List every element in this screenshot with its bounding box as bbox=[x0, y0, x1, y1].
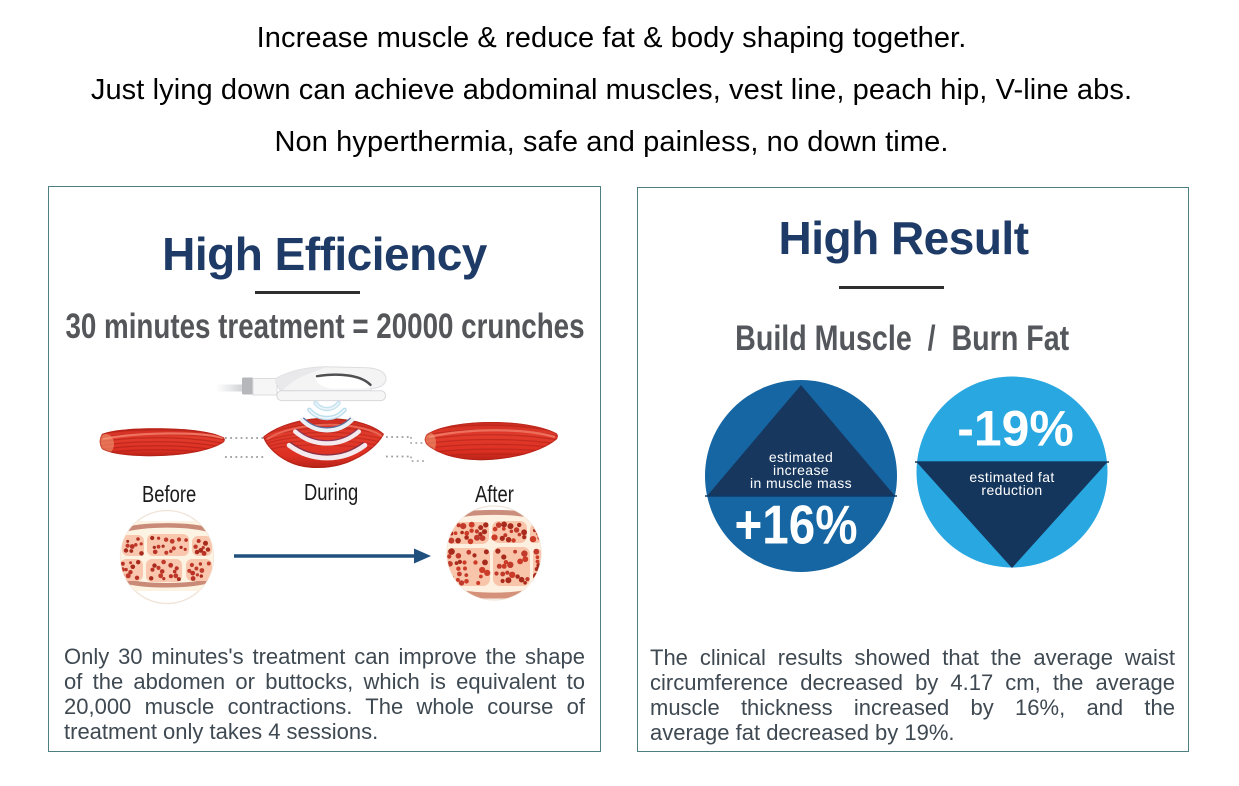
svg-text:increase: increase bbox=[773, 462, 829, 478]
svg-text:estimated: estimated bbox=[769, 449, 833, 465]
svg-text:reduction: reduction bbox=[981, 482, 1042, 498]
svg-text:estimated fat: estimated fat bbox=[969, 469, 1054, 485]
svg-text:+16%: +16% bbox=[735, 493, 858, 555]
svg-text:in muscle mass: in muscle mass bbox=[750, 475, 852, 491]
svg-text:-19%: -19% bbox=[957, 400, 1073, 456]
